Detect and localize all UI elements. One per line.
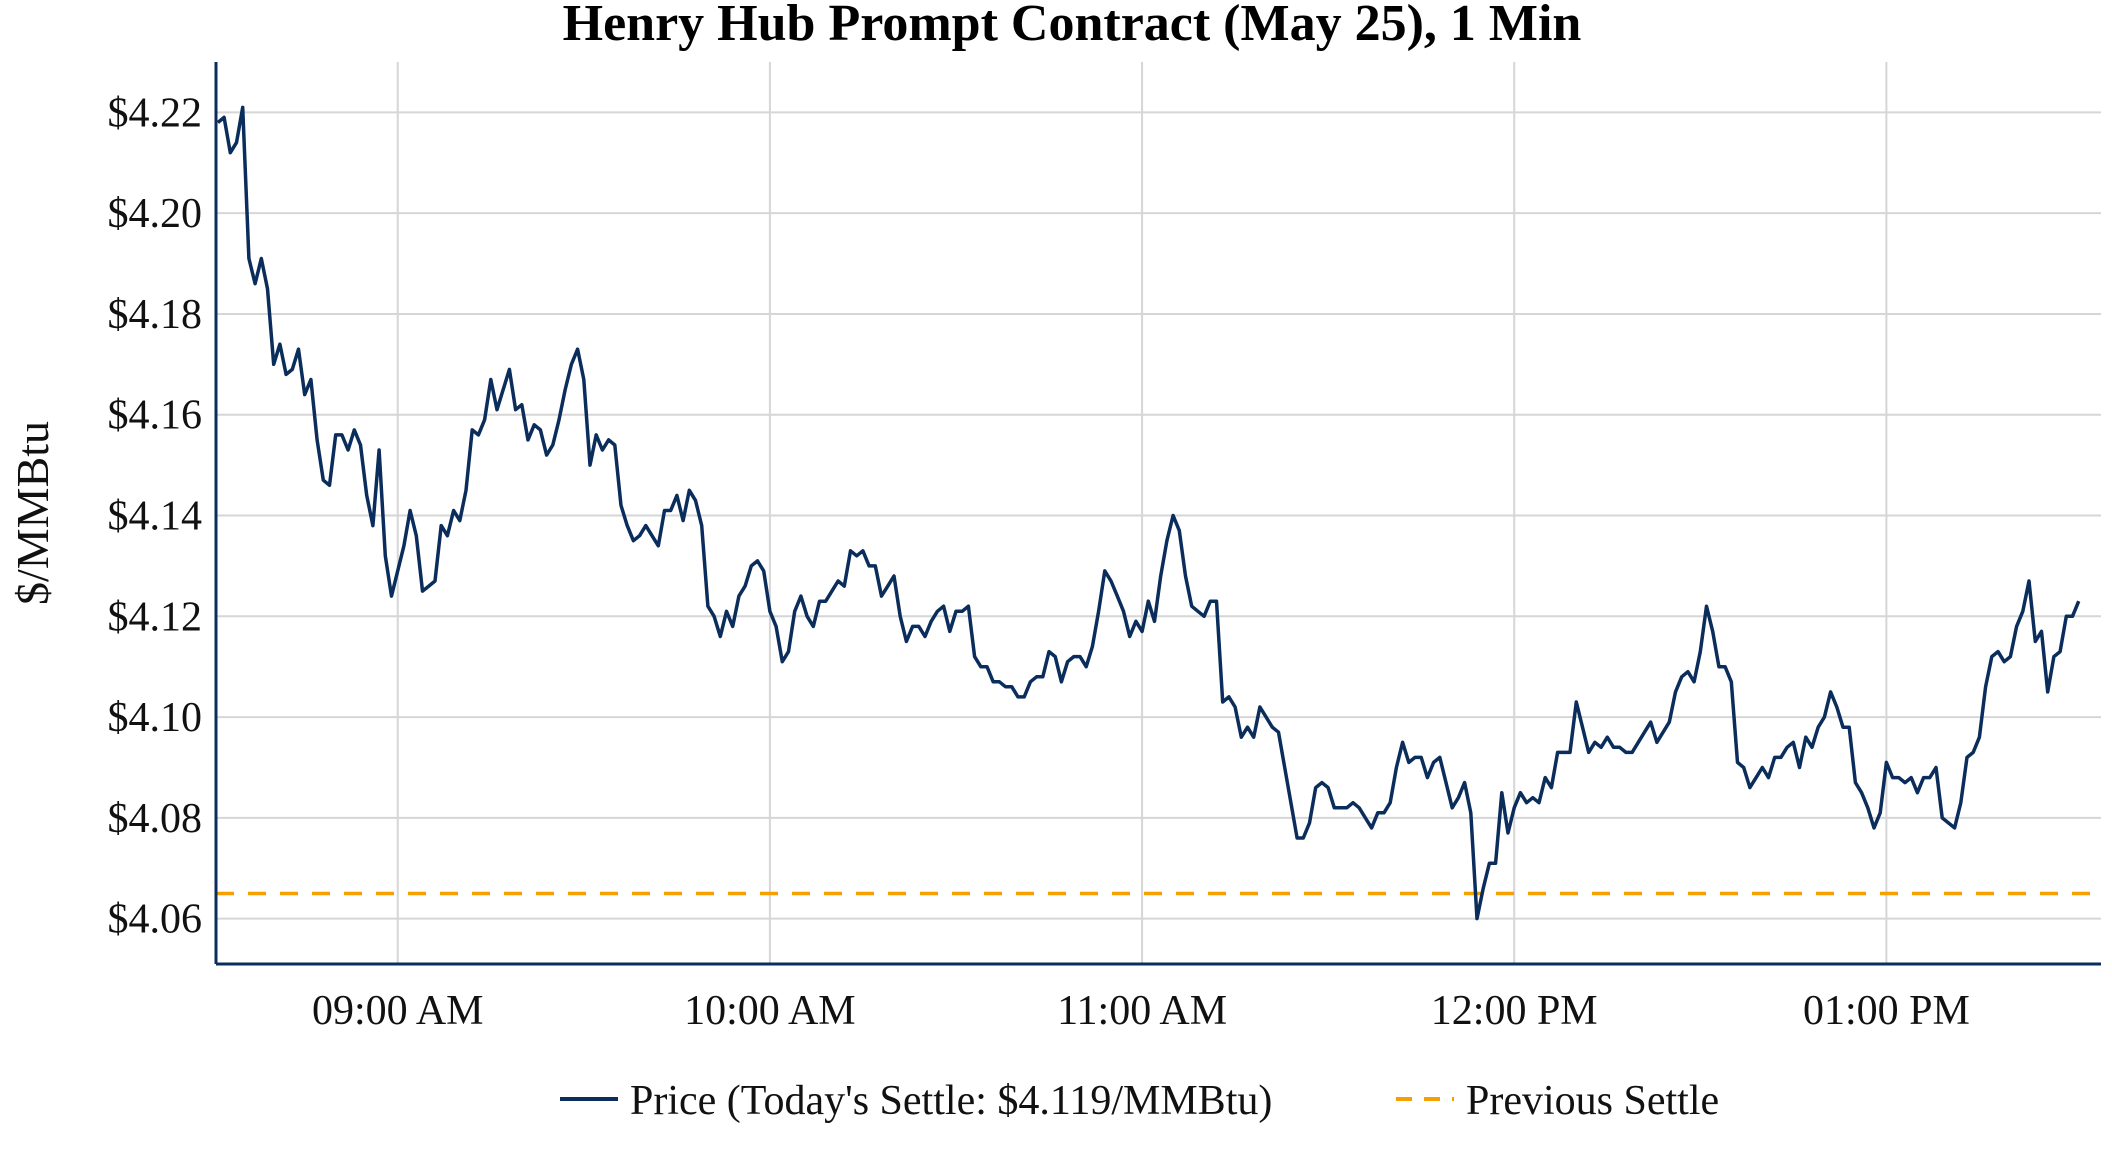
x-tick-label: 11:00 AM [1057,988,1227,1034]
chart-title: Henry Hub Prompt Contract (May 25), 1 Mi… [563,0,1582,52]
y-tick-label: $4.06 [108,897,203,943]
y-tick-label: $4.12 [108,594,203,640]
x-ticks: 09:00 AM 10:00 AM 11:00 AM 12:00 PM 01:00 PM [312,988,1970,1034]
legend: Price (Today's Settle: $4.119/MMBtu) Pre… [560,1078,1719,1124]
price-series-line [216,105,2081,921]
grid [216,62,2101,964]
y-tick-label: $4.22 [108,90,203,136]
x-tick-label: 12:00 PM [1431,988,1598,1034]
y-tick-label: $4.10 [108,695,203,741]
x-tick-label: 10:00 AM [684,988,856,1034]
y-tick-label: $4.18 [108,292,203,338]
x-tick-label: 09:00 AM [312,988,484,1034]
y-ticks: $4.06 $4.08 $4.10 $4.12 $4.14 $4.16 $4.18 $4.20… [108,90,203,942]
legend-price-label: Price (Today's Settle: $4.119/MMBtu) [630,1078,1272,1124]
y-tick-label: $4.08 [108,796,203,842]
y-tick-label: $4.14 [108,494,203,540]
y-axis-label: $/MMBtu [7,421,58,605]
y-tick-label: $4.16 [108,393,203,439]
y-tick-label: $4.20 [108,191,203,237]
legend-previous-settle-label: Previous Settle [1466,1078,1719,1124]
x-tick-label: 01:00 PM [1803,988,1970,1034]
